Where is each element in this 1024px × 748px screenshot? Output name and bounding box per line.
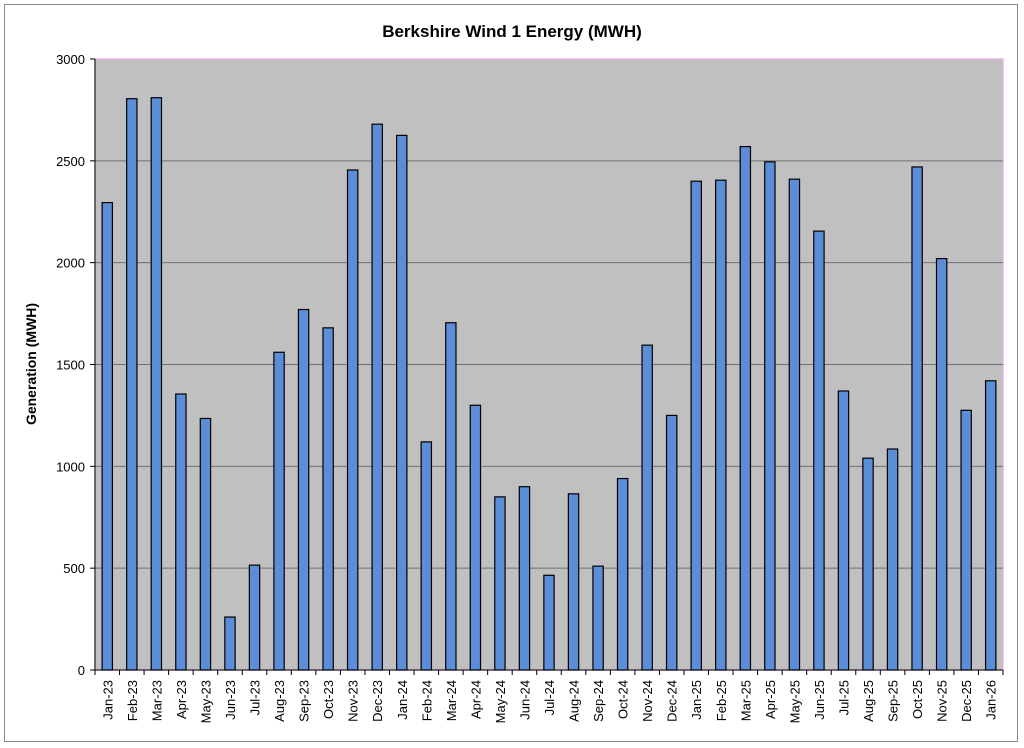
bars: [101, 97, 997, 671]
y-tick-label: 2500: [56, 154, 85, 169]
bar-aug-24: [567, 493, 580, 671]
x-tick-label: Apr-24: [468, 680, 483, 719]
bar-apr-23: [175, 393, 187, 671]
x-tick-label: Jun-25: [812, 680, 827, 720]
x-tick-label: Oct-25: [910, 680, 925, 719]
bar-jun-25: [813, 230, 825, 671]
bar-jan-26: [984, 380, 997, 671]
bar-mar-24: [445, 322, 457, 671]
x-tick-label: Apr-25: [763, 680, 778, 719]
bar-feb-24: [420, 441, 433, 671]
bar-sep-25: [886, 448, 899, 671]
x-tick-label: Feb-24: [419, 680, 434, 721]
bar-nov-23: [346, 169, 359, 671]
bar-jul-24: [543, 574, 555, 671]
x-tick-label: May-24: [493, 680, 508, 723]
bar-aug-23: [273, 351, 285, 671]
bar-dec-24: [665, 414, 678, 671]
bar-mar-23: [150, 97, 163, 671]
bar-jun-24: [518, 486, 531, 671]
bar-apr-24: [469, 404, 482, 671]
y-tick-label: 2000: [56, 256, 85, 271]
bar-sep-23: [297, 308, 310, 671]
bar-dec-23: [371, 123, 383, 671]
x-tick-label: Feb-25: [714, 680, 729, 721]
bar-oct-25: [911, 166, 923, 671]
bar-jul-23: [248, 564, 261, 671]
x-tick-label: Dec-24: [665, 680, 680, 722]
bar-oct-24: [616, 477, 629, 671]
bar-dec-25: [960, 409, 972, 671]
x-tick-label: Aug-24: [567, 680, 582, 722]
y-axis-title: Generation (MWH): [23, 303, 39, 425]
bar-apr-25: [764, 161, 776, 671]
x-tick-label: Sep-23: [297, 680, 312, 722]
y-tick-label: 3000: [56, 52, 85, 67]
x-tick-label: Jul-25: [836, 680, 851, 715]
x-tick-label: Mar-25: [738, 680, 753, 721]
x-tick-label: Dec-23: [370, 680, 385, 722]
y-tick-label: 1500: [56, 358, 85, 373]
bar-jun-23: [224, 616, 236, 671]
x-tick-label: Nov-23: [346, 680, 361, 722]
bar-may-23: [199, 417, 212, 671]
x-tick-label: Jan-25: [689, 680, 704, 720]
x-tick-label: Jan-26: [984, 680, 999, 720]
gridlines: [95, 160, 1003, 569]
x-tick-label: Feb-23: [125, 680, 140, 721]
bar-feb-23: [126, 98, 138, 671]
x-tick-label: Nov-24: [640, 680, 655, 722]
x-tick-label: May-25: [787, 680, 802, 723]
y-tick-label: 500: [63, 561, 85, 576]
bar-nov-24: [641, 344, 653, 671]
chart-title: Berkshire Wind 1 Energy (MWH): [382, 22, 642, 41]
bar-jan-25: [690, 180, 702, 671]
x-tick-label: Jan-23: [100, 680, 115, 720]
y-axis-ticks: 0 500 1000 1500 2000 2500 3000: [56, 52, 95, 678]
bar-jan-23: [101, 201, 114, 671]
x-tick-label: Jun-24: [517, 680, 532, 720]
x-tick-label: Jun-23: [223, 680, 238, 720]
bar-jan-24: [396, 134, 408, 671]
x-tick-label: Aug-25: [861, 680, 876, 722]
x-tick-label: Nov-25: [935, 680, 950, 722]
y-tick-label: 1000: [56, 459, 85, 474]
bar-oct-23: [322, 327, 334, 671]
x-tick-label: Jul-24: [542, 680, 557, 715]
x-axis-ticks: Jan-23 Feb-23 Mar-23 Apr-23 May-23 Jun-23 Jul-…: [94, 670, 1004, 723]
x-tick-label: Jan-24: [395, 680, 410, 720]
bar-may-24: [494, 496, 506, 671]
x-tick-label: Oct-24: [616, 680, 631, 719]
bar-nov-25: [935, 257, 948, 671]
x-tick-label: Apr-23: [174, 680, 189, 719]
x-tick-label: Dec-25: [959, 680, 974, 722]
bar-may-25: [788, 178, 801, 671]
bar-mar-25: [739, 145, 752, 671]
bar-aug-25: [862, 457, 874, 671]
bar-jul-25: [837, 390, 850, 671]
x-tick-label: Aug-23: [272, 680, 287, 722]
x-tick-label: Jul-23: [248, 680, 263, 715]
x-tick-label: Mar-23: [149, 680, 164, 721]
y-tick-label: 0: [78, 663, 85, 678]
x-tick-label: Sep-24: [591, 680, 606, 722]
bar-sep-24: [592, 565, 604, 671]
x-tick-label: May-23: [198, 680, 213, 723]
x-tick-label: Oct-23: [321, 680, 336, 719]
x-tick-label: Mar-24: [444, 680, 459, 721]
bar-feb-25: [715, 179, 727, 671]
x-tick-label: Sep-25: [886, 680, 901, 722]
